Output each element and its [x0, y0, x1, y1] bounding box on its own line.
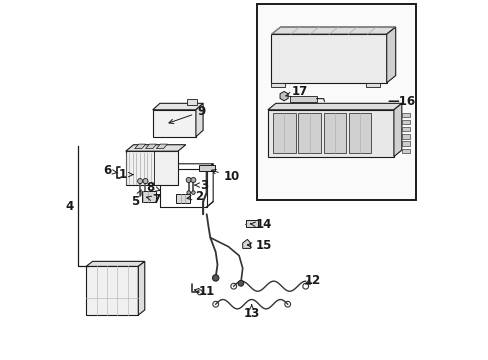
Bar [323, 113, 346, 153]
Bar [125, 151, 178, 185]
Text: 1: 1 [119, 168, 133, 181]
Circle shape [212, 275, 219, 281]
Bar [348, 113, 370, 153]
Polygon shape [125, 145, 185, 151]
Text: 9: 9 [168, 105, 205, 123]
Polygon shape [271, 27, 395, 34]
Polygon shape [86, 261, 144, 266]
Bar [401, 141, 409, 146]
Bar [142, 191, 156, 202]
Polygon shape [242, 239, 250, 248]
Bar [271, 83, 285, 87]
Bar [401, 149, 409, 153]
Circle shape [238, 280, 244, 286]
Bar [401, 134, 409, 139]
Text: 15: 15 [247, 239, 272, 252]
Polygon shape [267, 103, 401, 110]
Bar [267, 110, 393, 157]
Bar [271, 34, 386, 83]
Bar [298, 113, 320, 153]
Polygon shape [138, 261, 144, 315]
Bar [401, 113, 409, 117]
Polygon shape [134, 144, 145, 149]
Circle shape [186, 177, 191, 183]
Polygon shape [386, 27, 395, 83]
Text: 13: 13 [243, 305, 259, 320]
Circle shape [142, 179, 148, 184]
Text: 8: 8 [146, 181, 160, 194]
Bar [257, 4, 415, 200]
Bar [401, 120, 409, 124]
Text: 7: 7 [146, 193, 161, 206]
Polygon shape [156, 144, 167, 149]
Polygon shape [145, 144, 156, 149]
Text: 5: 5 [131, 190, 141, 208]
Text: 11: 11 [194, 285, 214, 298]
Circle shape [137, 179, 142, 184]
Polygon shape [196, 103, 203, 137]
Bar [365, 83, 379, 87]
Bar [273, 113, 295, 153]
Bar [401, 127, 409, 131]
Text: 14: 14 [250, 219, 272, 231]
Text: 2: 2 [187, 190, 203, 203]
Text: 10: 10 [211, 170, 240, 183]
Bar [186, 99, 197, 105]
Text: 17: 17 [285, 85, 307, 98]
Text: 3: 3 [194, 179, 208, 192]
Circle shape [190, 177, 196, 183]
Polygon shape [152, 103, 203, 110]
Polygon shape [393, 103, 401, 157]
Bar [289, 96, 316, 102]
Circle shape [186, 191, 190, 194]
Circle shape [191, 191, 195, 194]
Bar [176, 194, 190, 203]
Bar [199, 165, 214, 171]
Text: 6: 6 [102, 165, 117, 177]
Text: 12: 12 [304, 274, 320, 287]
Bar [246, 220, 257, 227]
Bar [152, 110, 196, 137]
Text: 4: 4 [66, 201, 74, 213]
Bar [86, 266, 138, 315]
Text: —16: —16 [386, 95, 415, 108]
